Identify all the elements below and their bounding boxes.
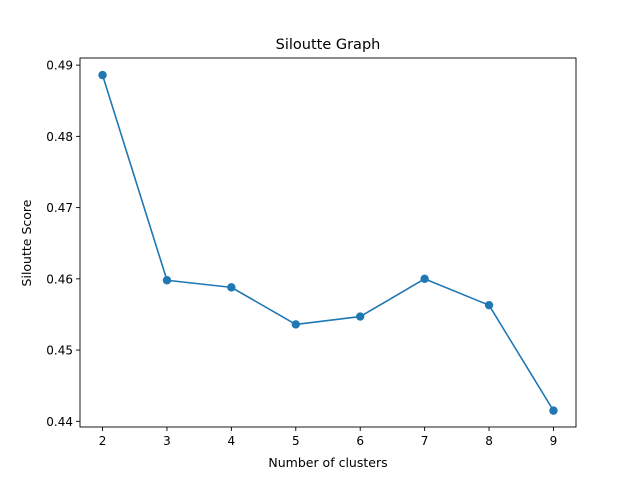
data-point: [291, 320, 300, 329]
plot-frame: [79, 57, 577, 428]
x-tick-label: 5: [292, 434, 300, 448]
y-tick-label: 0.48: [46, 130, 73, 144]
data-point: [549, 406, 558, 415]
y-tick-label: 0.49: [46, 59, 73, 73]
data-point: [484, 300, 494, 310]
data-point: [162, 276, 172, 285]
y-tick-label: 0.45: [46, 344, 73, 358]
series-layer: [98, 70, 558, 415]
axes: 2 3 4 5 6 7 8 9 0.44 0.45 0.46 0.47 0.48 0.49: [46, 57, 577, 448]
x-tick-label: 3: [163, 434, 171, 448]
x-tick-label: 6: [356, 434, 364, 448]
x-tick-label: 2: [99, 434, 107, 448]
x-tick-label: 7: [421, 434, 429, 448]
data-point: [420, 274, 429, 284]
y-tick-label: 0.47: [46, 201, 73, 215]
data-point: [227, 283, 236, 292]
y-tick-label: 0.44: [46, 415, 73, 429]
x-tick-label: 8: [485, 434, 493, 448]
data-point: [98, 70, 107, 80]
x-tick-label: 4: [228, 434, 236, 448]
chart-title: Siloutte Graph: [276, 37, 381, 53]
x-axis-label: Number of clusters: [268, 455, 387, 470]
y-axis-label: Siloutte Score: [19, 199, 34, 286]
series-line: [101, 74, 555, 412]
x-tick-label: 9: [550, 434, 558, 448]
data-point: [356, 312, 365, 321]
y-tick-label: 0.46: [46, 272, 73, 286]
